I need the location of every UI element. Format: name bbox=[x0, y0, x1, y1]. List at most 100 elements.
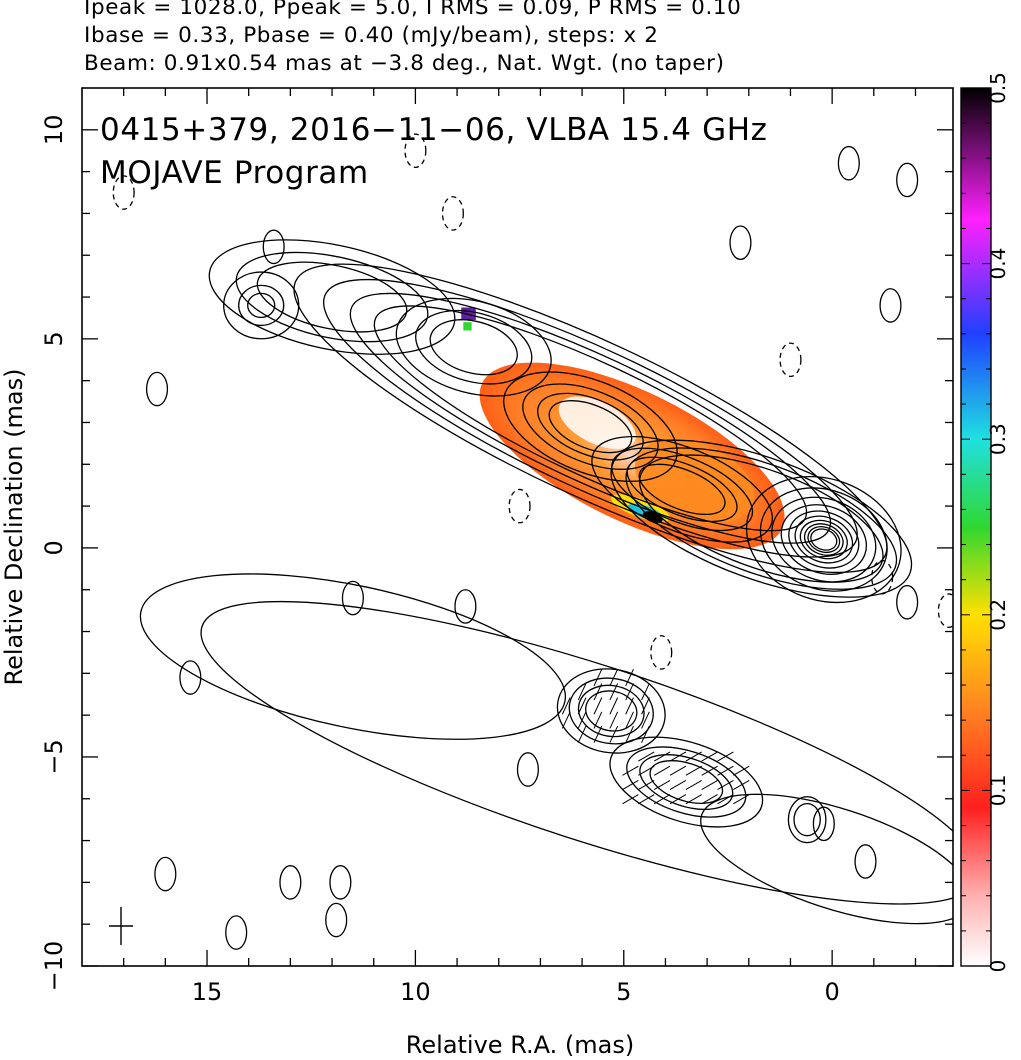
contour-line bbox=[591, 435, 773, 543]
evpa-tick bbox=[625, 725, 634, 743]
evpa-tick bbox=[653, 779, 671, 790]
mid-jet-contours bbox=[395, 297, 552, 397]
contour-line bbox=[793, 802, 821, 837]
noise-contour bbox=[145, 371, 169, 407]
noise-contour bbox=[341, 580, 364, 616]
evpa-tick bbox=[685, 751, 702, 762]
evpa-tick bbox=[669, 779, 687, 790]
x-axis-label: Relative R.A. (mas) bbox=[406, 1031, 634, 1059]
noise-contour bbox=[225, 915, 248, 950]
fp-noise-pixel bbox=[463, 322, 472, 331]
noise-contour bbox=[279, 865, 302, 900]
evpa-tick bbox=[669, 794, 687, 805]
evpa-tick bbox=[717, 794, 734, 805]
evpa-tick bbox=[685, 765, 702, 776]
polarized-envelope-contour bbox=[200, 600, 953, 905]
contour-line bbox=[373, 305, 808, 532]
evpa-tick bbox=[685, 794, 702, 805]
y-tick-label: 0 bbox=[40, 540, 68, 555]
evpa-ticks bbox=[561, 668, 650, 743]
noise-contour bbox=[262, 229, 285, 265]
negative-noise-contour bbox=[404, 133, 427, 169]
contour-line bbox=[626, 746, 747, 818]
jet-outer-contours bbox=[293, 263, 888, 574]
x-tick-label: 0 bbox=[825, 978, 840, 1006]
noise-contour bbox=[879, 288, 902, 323]
contour-line bbox=[247, 292, 276, 319]
polarized-envelope bbox=[200, 600, 953, 925]
evpa-tick bbox=[593, 711, 603, 729]
evpa-tick bbox=[653, 765, 671, 776]
contour-line bbox=[429, 319, 518, 376]
evpa-tick bbox=[609, 711, 619, 729]
beam-marker bbox=[109, 907, 133, 945]
colorbar-tick-label: 0.5 bbox=[986, 72, 1010, 104]
evpa-tick bbox=[701, 779, 718, 790]
contour-line bbox=[780, 504, 868, 575]
noise-contour bbox=[854, 844, 877, 879]
fractional-polarization-patch bbox=[479, 362, 785, 550]
x-tick-label: 15 bbox=[192, 978, 223, 1006]
evpa-tick bbox=[622, 779, 639, 790]
polarized-knot-contours bbox=[787, 796, 827, 844]
evpa-tick bbox=[577, 697, 587, 715]
negative-noise-contour bbox=[779, 342, 802, 378]
fractional-polarization-layer bbox=[461, 307, 785, 550]
fractional-polarization-region bbox=[479, 362, 785, 550]
contour-line bbox=[522, 383, 659, 470]
y-axis-label: Relative Declination (mas) bbox=[0, 368, 28, 685]
noise-contour bbox=[325, 902, 348, 938]
contour-line bbox=[208, 239, 456, 355]
contour-line bbox=[223, 271, 300, 340]
evpa-tick bbox=[701, 751, 718, 762]
contour-line bbox=[788, 510, 860, 569]
evpa-tick bbox=[622, 794, 639, 805]
y-axis-ticks: 10 5 0 −5 −10 bbox=[40, 115, 953, 991]
evpa-tick bbox=[653, 794, 671, 805]
evpa-tick bbox=[593, 725, 603, 743]
evpa-tick bbox=[593, 668, 603, 687]
contour-line bbox=[238, 284, 285, 327]
plot-frame bbox=[81, 87, 954, 967]
evpa-tick bbox=[641, 683, 650, 701]
evpa-tick bbox=[622, 765, 639, 776]
evpa-tick bbox=[638, 779, 655, 790]
polarized-envelope-contour bbox=[139, 573, 567, 740]
noise-contour bbox=[516, 752, 539, 787]
contour-line bbox=[568, 677, 654, 745]
negative-noise-contour bbox=[650, 635, 673, 670]
evpa-ticks bbox=[622, 751, 750, 805]
contour-line bbox=[256, 261, 408, 333]
evpa-tick bbox=[717, 779, 734, 790]
evpa-tick bbox=[669, 751, 687, 762]
contour-line bbox=[611, 447, 754, 532]
evpa-tick bbox=[733, 765, 750, 776]
colorbar-tick-label: 0.2 bbox=[986, 599, 1010, 631]
evpa-tick bbox=[625, 668, 634, 687]
contour-line bbox=[577, 684, 645, 738]
noise-contour bbox=[837, 145, 860, 181]
contour-line bbox=[810, 528, 838, 551]
negative-noise-contour bbox=[871, 559, 894, 595]
evpa-tick bbox=[561, 711, 571, 729]
contour-line bbox=[787, 796, 827, 844]
header-line-3: Beam: 0.91x0.54 mas at −3.8 deg., Nat. W… bbox=[84, 51, 725, 76]
polarized-knot-contours bbox=[609, 736, 764, 828]
evpa-tick bbox=[609, 725, 619, 743]
contour-line bbox=[609, 736, 764, 828]
core-jet-contours bbox=[610, 439, 913, 598]
map-layer bbox=[112, 133, 953, 950]
contour-line bbox=[649, 760, 724, 804]
negative-noise-contour bbox=[508, 488, 531, 524]
plot-title: 0415+379, 2016−11−06, VLBA 15.4 GHz bbox=[100, 112, 767, 148]
contour-line bbox=[625, 447, 898, 590]
evpa-tick bbox=[577, 711, 587, 729]
x-tick-label: 5 bbox=[616, 978, 631, 1006]
contour-line bbox=[807, 526, 841, 554]
x-axis-ticks: 15 10 5 0 bbox=[123, 88, 917, 1006]
negative-noise-contour bbox=[937, 593, 953, 628]
polarized-knot-contours bbox=[556, 668, 666, 754]
colorbar-tick-label: 0 bbox=[986, 960, 1010, 973]
header-line-2: Ibase = 0.33, Pbase = 0.40 (mJy/beam), s… bbox=[84, 23, 659, 48]
